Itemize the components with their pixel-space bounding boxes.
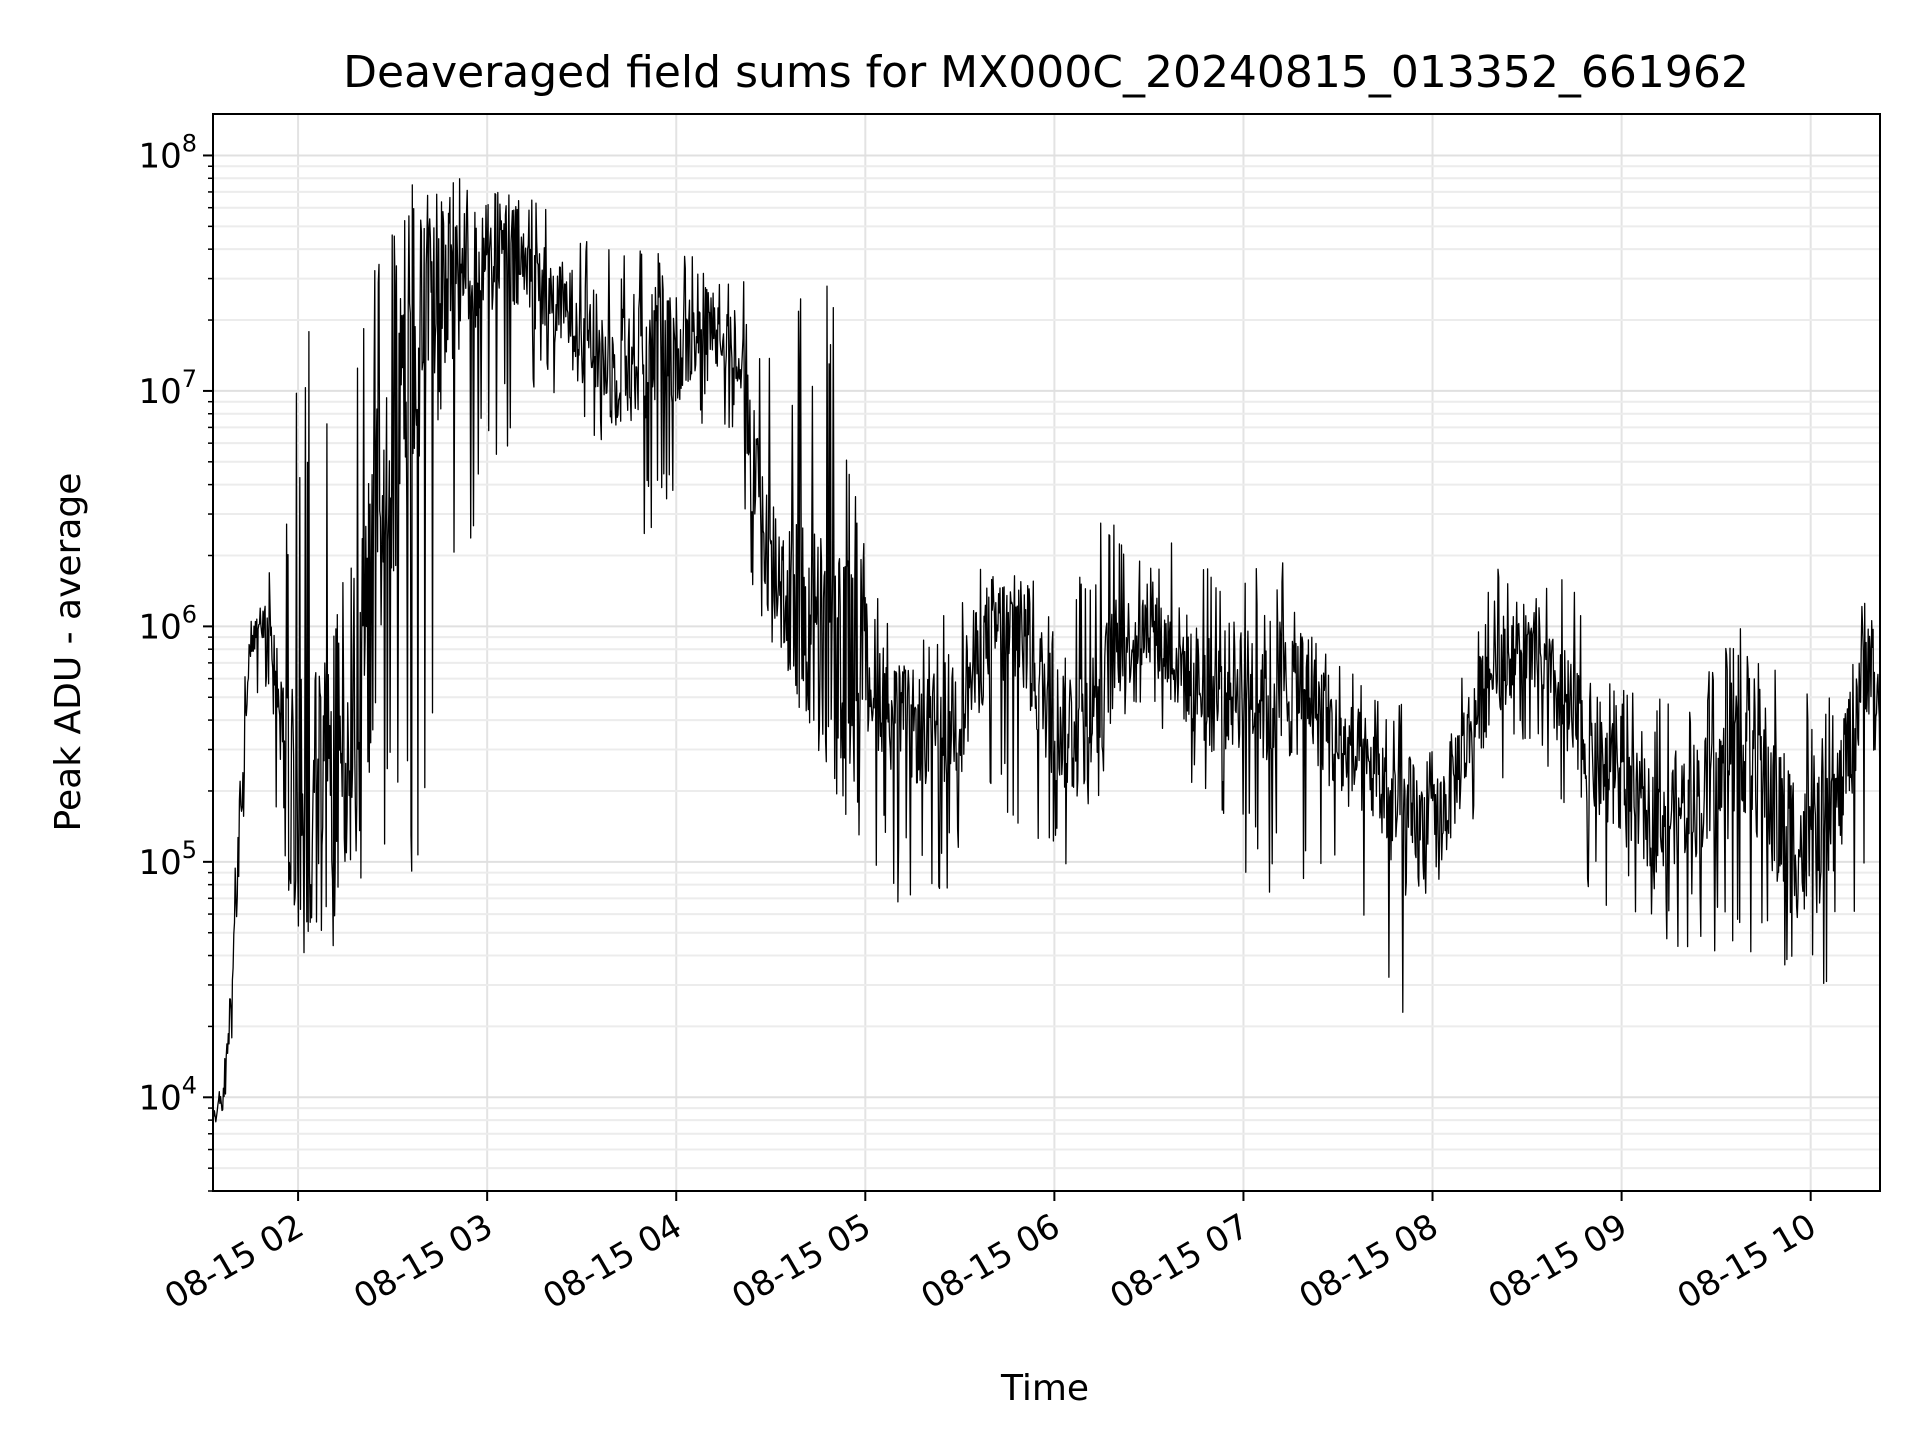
series-line (212, 178, 1881, 1123)
y-tick-label: 108 (138, 129, 197, 176)
y-tick-base: 10 (138, 843, 181, 883)
y-tick-label: 105 (138, 836, 197, 883)
y-tick-base: 10 (138, 136, 181, 176)
y-tick-exponent: 6 (182, 600, 197, 628)
chart-title: Deaveraged field sums for MX000C_2024081… (343, 47, 1749, 98)
y-tick-exponent: 7 (182, 365, 197, 393)
y-tick-label: 104 (138, 1071, 197, 1118)
y-tick-base: 10 (138, 372, 181, 412)
x-axis-label: Time (1000, 1368, 1089, 1409)
plot-frame (212, 113, 1881, 1192)
y-axis-label: Peak ADU - average (48, 473, 89, 832)
y-tick-label: 107 (138, 365, 197, 412)
y-tick-exponent: 5 (182, 836, 197, 864)
y-tick-exponent: 8 (182, 129, 197, 157)
y-tick-exponent: 4 (182, 1071, 197, 1099)
series-layer (212, 178, 1881, 1123)
y-tick-label: 106 (138, 600, 197, 647)
y-tick-base: 10 (138, 607, 181, 647)
y-tick-base: 10 (138, 1078, 181, 1118)
